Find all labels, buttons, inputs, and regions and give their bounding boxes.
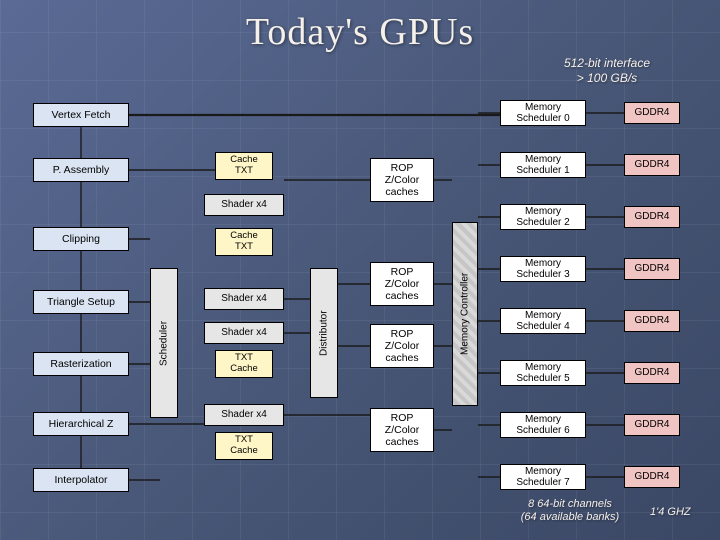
shader-block-0: Shader x4 bbox=[204, 194, 284, 216]
scheduler-bar: Scheduler bbox=[150, 268, 178, 418]
gddr-module-4: GDDR4 bbox=[624, 310, 680, 332]
pipeline-stage-6: Interpolator bbox=[33, 468, 129, 492]
memory-controller-bar: Memory Controller bbox=[452, 222, 478, 406]
gddr-module-3: GDDR4 bbox=[624, 258, 680, 280]
pipeline-stage-1: P. Assembly bbox=[33, 158, 129, 182]
footer-clock: 1'4 GHZ bbox=[650, 506, 691, 519]
rop-block-0: ROPZ/Colorcaches bbox=[370, 158, 434, 202]
rop-block-3: ROPZ/Colorcaches bbox=[370, 408, 434, 452]
rop-block-2: ROPZ/Colorcaches bbox=[370, 324, 434, 368]
pipeline-stage-5: Hierarchical Z bbox=[33, 412, 129, 436]
page-title: Today's GPUs bbox=[0, 10, 720, 54]
cache-block-1: CacheTXT bbox=[215, 228, 273, 256]
memory-scheduler-0: MemoryScheduler 0 bbox=[500, 100, 586, 126]
memory-scheduler-7: MemoryScheduler 7 bbox=[500, 464, 586, 490]
gddr-module-7: GDDR4 bbox=[624, 466, 680, 488]
gddr-module-5: GDDR4 bbox=[624, 362, 680, 384]
pipeline-stage-0: Vertex Fetch bbox=[33, 103, 129, 127]
memory-scheduler-6: MemoryScheduler 6 bbox=[500, 412, 586, 438]
memory-scheduler-5: MemoryScheduler 5 bbox=[500, 360, 586, 386]
footer-channels: 8 64-bit channels(64 available banks) bbox=[500, 498, 640, 524]
memory-scheduler-1: MemoryScheduler 1 bbox=[500, 152, 586, 178]
memory-scheduler-4: MemoryScheduler 4 bbox=[500, 308, 586, 334]
distributor-bar: Distributor bbox=[310, 268, 338, 398]
cache-block-2: TXTCache bbox=[215, 350, 273, 378]
gddr-module-2: GDDR4 bbox=[624, 206, 680, 228]
shader-block-3: Shader x4 bbox=[204, 404, 284, 426]
rop-block-1: ROPZ/Colorcaches bbox=[370, 262, 434, 306]
memory-scheduler-3: MemoryScheduler 3 bbox=[500, 256, 586, 282]
cache-block-0: CacheTXT bbox=[215, 152, 273, 180]
memory-scheduler-2: MemoryScheduler 2 bbox=[500, 204, 586, 230]
gddr-module-1: GDDR4 bbox=[624, 154, 680, 176]
shader-block-1: Shader x4 bbox=[204, 288, 284, 310]
interface-subtitle: 512-bit interface> 100 GB/s bbox=[564, 56, 650, 86]
cache-block-3: TXTCache bbox=[215, 432, 273, 460]
shader-block-2: Shader x4 bbox=[204, 322, 284, 344]
pipeline-stage-2: Clipping bbox=[33, 227, 129, 251]
gddr-module-6: GDDR4 bbox=[624, 414, 680, 436]
gddr-module-0: GDDR4 bbox=[624, 102, 680, 124]
pipeline-stage-4: Rasterization bbox=[33, 352, 129, 376]
pipeline-stage-3: Triangle Setup bbox=[33, 290, 129, 314]
